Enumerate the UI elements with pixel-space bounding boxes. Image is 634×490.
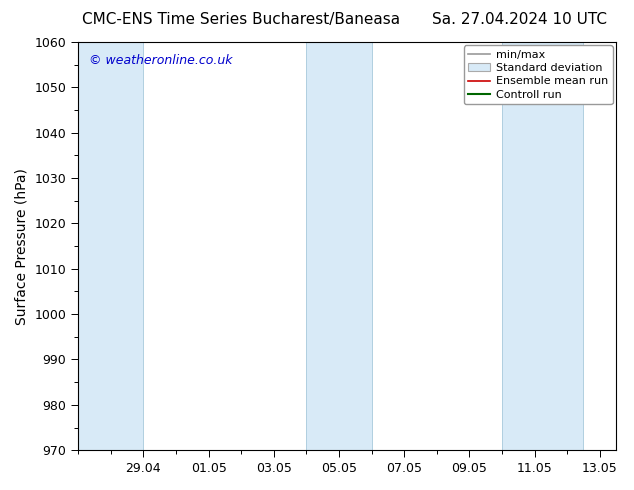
Text: © weatheronline.co.uk: © weatheronline.co.uk bbox=[89, 54, 233, 67]
Text: CMC-ENS Time Series Bucharest/Baneasa: CMC-ENS Time Series Bucharest/Baneasa bbox=[82, 12, 400, 27]
Bar bbox=[78, 42, 143, 450]
Legend: min/max, Standard deviation, Ensemble mean run, Controll run: min/max, Standard deviation, Ensemble me… bbox=[463, 46, 612, 104]
Y-axis label: Surface Pressure (hPa): Surface Pressure (hPa) bbox=[15, 168, 29, 324]
Text: Sa. 27.04.2024 10 UTC: Sa. 27.04.2024 10 UTC bbox=[432, 12, 607, 27]
Bar bbox=[502, 42, 583, 450]
Bar bbox=[306, 42, 372, 450]
